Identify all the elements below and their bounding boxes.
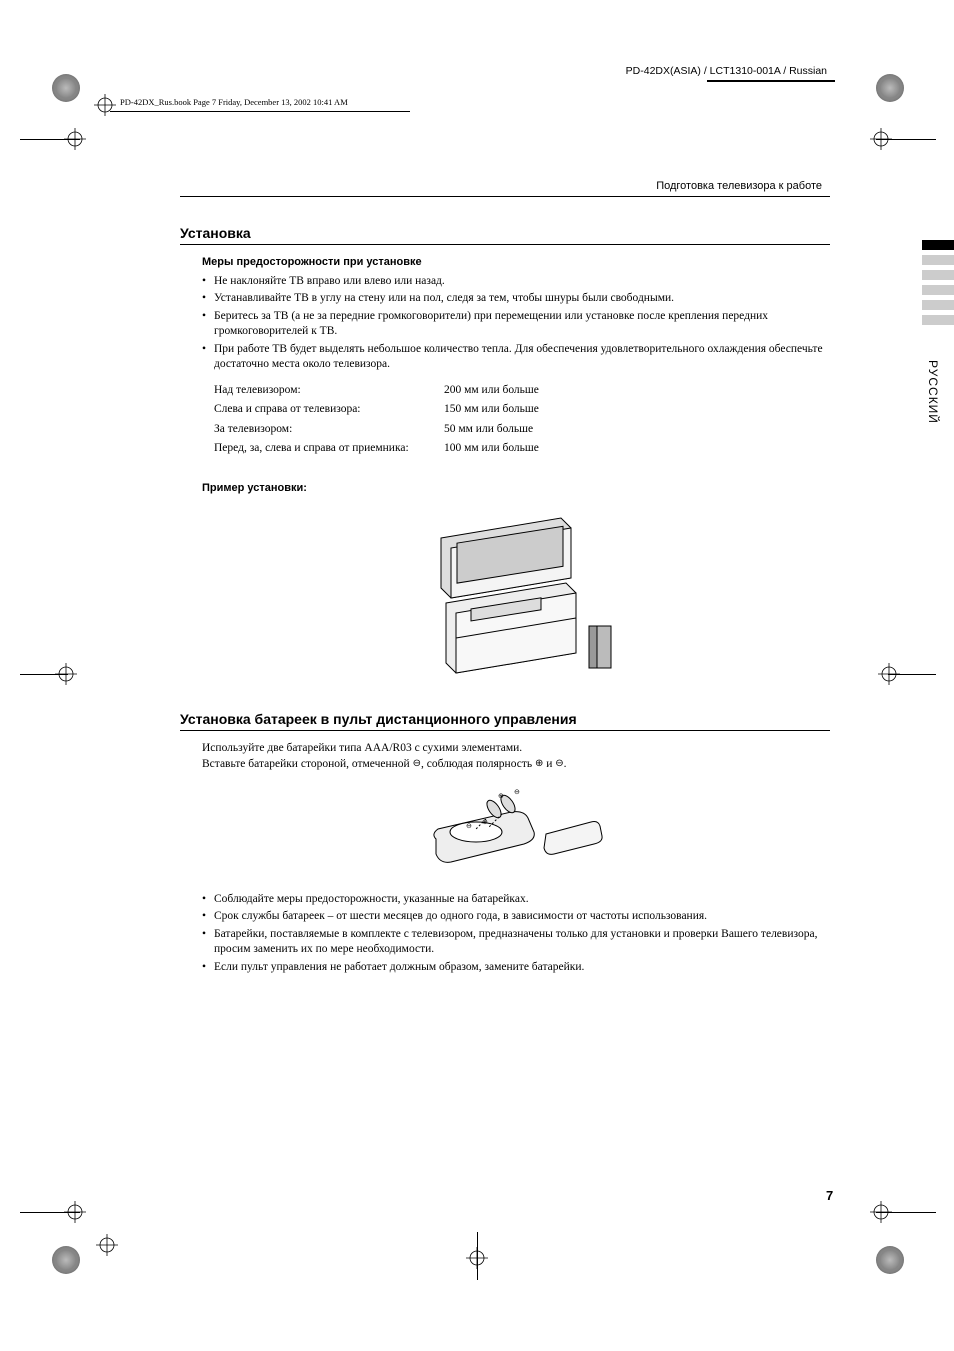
text-fragment: и — [543, 758, 555, 770]
list-item: Соблюдайте меры предосторожности, указан… — [202, 892, 830, 908]
list-item: Батарейки, поставляемые в комплекте с те… — [202, 927, 830, 958]
table-row: Слева и справа от телевизора: 150 мм или… — [214, 402, 830, 418]
table-row: За телевизором: 50 мм или больше — [214, 422, 830, 438]
crop-line — [20, 1212, 80, 1213]
registration-mark — [96, 1234, 118, 1256]
chapter-tab — [922, 315, 954, 325]
crop-line — [888, 674, 936, 675]
chapter-tab — [922, 270, 954, 280]
list-item: Срок службы батареек – от шести месяцев … — [202, 909, 830, 925]
clearance-label: Перед, за, слева и справа от приемника: — [214, 441, 444, 457]
crop-circle-tr — [876, 74, 904, 102]
precautions-heading: Меры предосторожности при установке — [202, 255, 830, 270]
minus-icon: ⊖ — [555, 758, 563, 769]
chapter-tab — [922, 255, 954, 265]
clearance-value: 200 мм или больше — [444, 383, 539, 399]
section-batt-title: Установка батареек в пульт дистанционног… — [180, 711, 830, 731]
chapter-tab — [922, 300, 954, 310]
batt-intro-2: Вставьте батарейки стороной, отмеченной … — [202, 757, 830, 773]
chapter-tabs — [922, 240, 954, 330]
crop-line — [876, 1212, 936, 1213]
list-item: При работе ТВ будет выделять небольшое к… — [202, 342, 830, 373]
crop-line — [876, 139, 936, 140]
page-number: 7 — [826, 1188, 833, 1203]
example-heading: Пример установки: — [202, 481, 830, 496]
breadcrumb: Подготовка телевизора к работе — [180, 180, 830, 197]
list-item: Если пульт управления не работает должны… — [202, 960, 830, 976]
clearance-value: 100 мм или больше — [444, 441, 539, 457]
batt-intro-1: Используйте две батарейки типа AAA/R03 с… — [202, 741, 830, 757]
clearance-value: 150 мм или больше — [444, 402, 539, 418]
chapter-tab — [922, 285, 954, 295]
install-example-figure — [202, 508, 830, 684]
text-fragment: . — [564, 758, 567, 770]
section-install-title: Установка — [180, 225, 830, 245]
svg-text:⊖: ⊖ — [466, 822, 472, 830]
clearance-label: За телевизором: — [214, 422, 444, 438]
page-content: Подготовка телевизора к работе Установка… — [120, 70, 830, 977]
language-label: РУССКИЙ — [926, 360, 940, 424]
svg-text:⊖: ⊖ — [514, 788, 520, 796]
table-row: Перед, за, слева и справа от приемника: … — [214, 441, 830, 457]
svg-text:⊕: ⊕ — [482, 818, 488, 826]
clearance-label: Над телевизором: — [214, 383, 444, 399]
chapter-tab — [922, 240, 954, 250]
crop-line — [477, 1232, 478, 1280]
crop-circle-bl — [52, 1246, 80, 1274]
list-item: Беритесь за ТВ (а не за передние громког… — [202, 309, 830, 340]
registration-mark — [94, 94, 116, 116]
clearance-value: 50 мм или больше — [444, 422, 533, 438]
table-row: Над телевизором: 200 мм или больше — [214, 383, 830, 399]
list-item: Не наклоняйте ТВ вправо или влево или на… — [202, 274, 830, 290]
precautions-list: Не наклоняйте ТВ вправо или влево или на… — [202, 274, 830, 373]
crop-line — [20, 139, 80, 140]
battery-notes-list: Соблюдайте меры предосторожности, указан… — [202, 892, 830, 976]
svg-text:⊕: ⊕ — [498, 792, 504, 800]
crop-line — [20, 674, 68, 675]
crop-circle-tl — [52, 74, 80, 102]
minus-icon: ⊖ — [413, 758, 421, 769]
clearance-table: Над телевизором: 200 мм или больше Слева… — [214, 383, 830, 457]
battery-figure: ⊖ ⊕ ⊕ ⊖ — [202, 784, 830, 880]
text-fragment: , соблюдая полярность — [421, 758, 535, 770]
list-item: Устанавливайте ТВ в углу на стену или на… — [202, 291, 830, 307]
text-fragment: Вставьте батарейки стороной, отмеченной — [202, 758, 413, 770]
crop-circle-br — [876, 1246, 904, 1274]
clearance-label: Слева и справа от телевизора: — [214, 402, 444, 418]
